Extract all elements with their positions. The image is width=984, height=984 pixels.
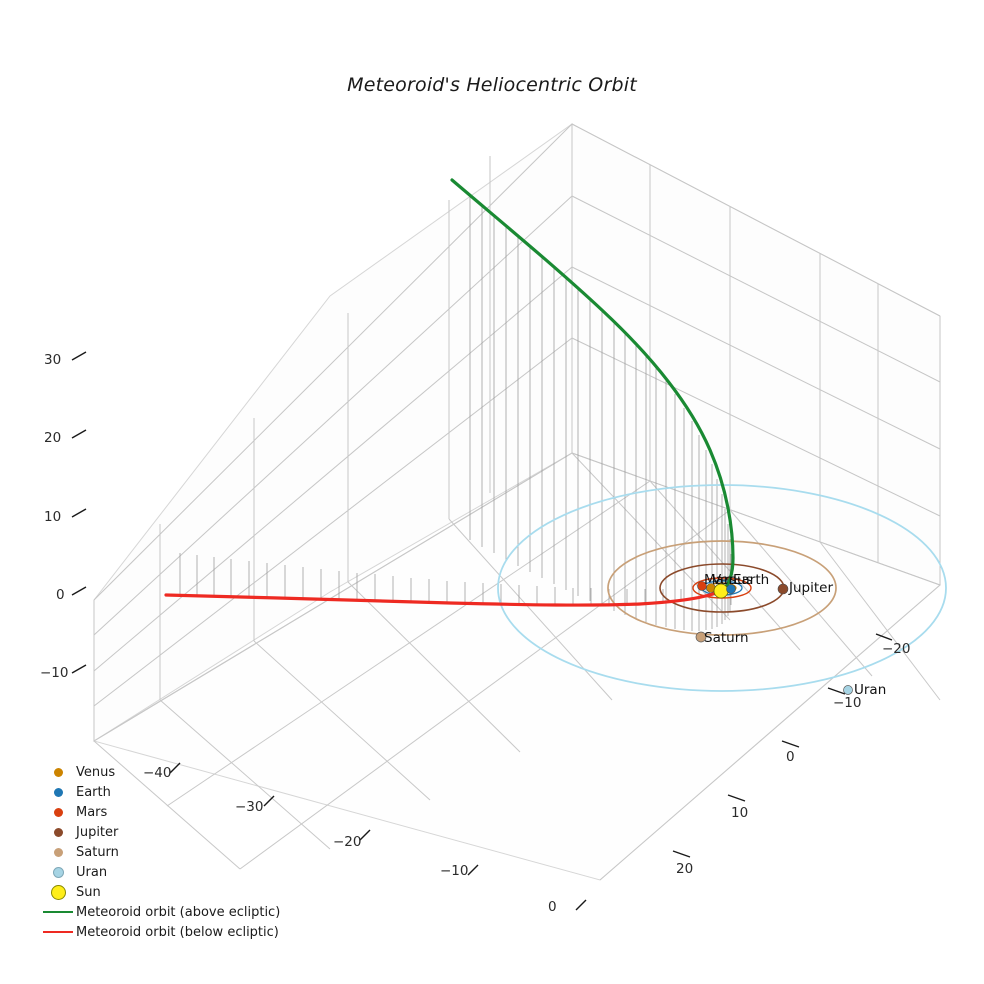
z-tick-label-30: 30	[44, 352, 62, 368]
z-tick-label-10: 10	[44, 509, 62, 525]
legend-item-jupiter[interactable]: Jupiter	[40, 822, 295, 842]
x-tick-label-neg40: −40	[143, 765, 172, 781]
legend-item-saturn[interactable]: Saturn	[40, 842, 295, 862]
x-tick-label-neg10: −10	[440, 863, 469, 879]
legend-label-orbit-above: Meteoroid orbit (above ecliptic)	[76, 904, 281, 920]
meteoroid-orbit-above-ecliptic	[450, 178, 735, 593]
legend-marker-uranus-icon	[40, 866, 76, 878]
grid-yz-vertical	[571, 124, 941, 585]
y-tick-label-neg20: −20	[882, 641, 911, 657]
label-saturn: Saturn	[704, 630, 749, 646]
axis-ticks	[71, 351, 893, 911]
label-jupiter: Jupiter	[789, 580, 834, 596]
z-tick-label-20: 20	[44, 430, 62, 446]
legend-item-uranus[interactable]: Uran	[40, 862, 295, 882]
legend-label-orbit-below: Meteoroid orbit (below ecliptic)	[76, 924, 279, 940]
z-tick-label-neg10: −10	[40, 665, 69, 681]
legend-label-mars: Mars	[76, 804, 108, 820]
tick-z	[71, 351, 87, 674]
legend-line-above-icon	[40, 911, 76, 913]
legend-marker-jupiter-icon	[40, 827, 76, 837]
legend-label-sun: Sun	[76, 884, 101, 900]
legend-line-below-icon	[40, 931, 76, 933]
meteoroid-orbit-below-ecliptic	[164, 589, 724, 607]
legend-label-saturn: Saturn	[76, 844, 119, 860]
stems-below-ecliptic	[179, 553, 700, 605]
chart-title: Meteoroid's Heliocentric Orbit	[347, 74, 637, 96]
label-uranus: Uran	[854, 682, 887, 698]
x-tick-label-neg30: −30	[235, 799, 264, 815]
y-tick-label-20: 20	[676, 861, 694, 877]
marker-earth	[726, 584, 736, 594]
legend-item-orbit-above[interactable]: Meteoroid orbit (above ecliptic)	[40, 902, 295, 922]
marker-uranus	[843, 685, 853, 695]
legend-label-venus: Venus	[76, 764, 116, 780]
legend: Venus Earth Mars Jupiter Saturn	[40, 762, 295, 942]
orbit-saturn	[607, 540, 837, 636]
legend-item-venus[interactable]: Venus	[40, 762, 295, 782]
label-earth: Earth	[733, 572, 770, 588]
legend-label-jupiter: Jupiter	[76, 824, 119, 840]
legend-item-mars[interactable]: Mars	[40, 802, 295, 822]
x-tick-label-0: 0	[548, 899, 557, 915]
legend-marker-saturn-icon	[40, 847, 76, 857]
body-markers	[695, 581, 853, 695]
tick-y	[672, 633, 893, 858]
marker-mars	[697, 581, 707, 591]
legend-label-earth: Earth	[76, 784, 111, 800]
legend-marker-sun-icon	[40, 884, 76, 900]
marker-jupiter	[777, 583, 789, 595]
label-mars: Mars	[704, 572, 737, 588]
legend-label-uranus: Uran	[76, 864, 108, 880]
legend-item-orbit-below[interactable]: Meteoroid orbit (below ecliptic)	[40, 922, 295, 942]
label-venus: Venus	[712, 572, 753, 588]
legend-marker-mars-icon	[40, 807, 76, 817]
y-tick-label-0: 0	[786, 749, 795, 765]
tick-x	[169, 762, 587, 911]
grid-floor-y	[93, 452, 941, 870]
legend-item-earth[interactable]: Earth	[40, 782, 295, 802]
legend-item-sun[interactable]: Sun	[40, 882, 295, 902]
marker-saturn	[695, 631, 707, 643]
stems-above-ecliptic	[469, 194, 732, 631]
grid-floor-x	[93, 452, 941, 881]
y-tick-label-10: 10	[731, 805, 749, 821]
z-tick-label-0: 0	[56, 587, 65, 603]
x-tick-label-neg20: −20	[333, 834, 362, 850]
grid-yz-horizontal	[571, 123, 941, 586]
y-tick-label-neg10: −10	[833, 695, 862, 711]
axes-grid	[92, 123, 941, 881]
legend-marker-earth-icon	[40, 787, 76, 797]
legend-marker-venus-icon	[40, 767, 76, 777]
